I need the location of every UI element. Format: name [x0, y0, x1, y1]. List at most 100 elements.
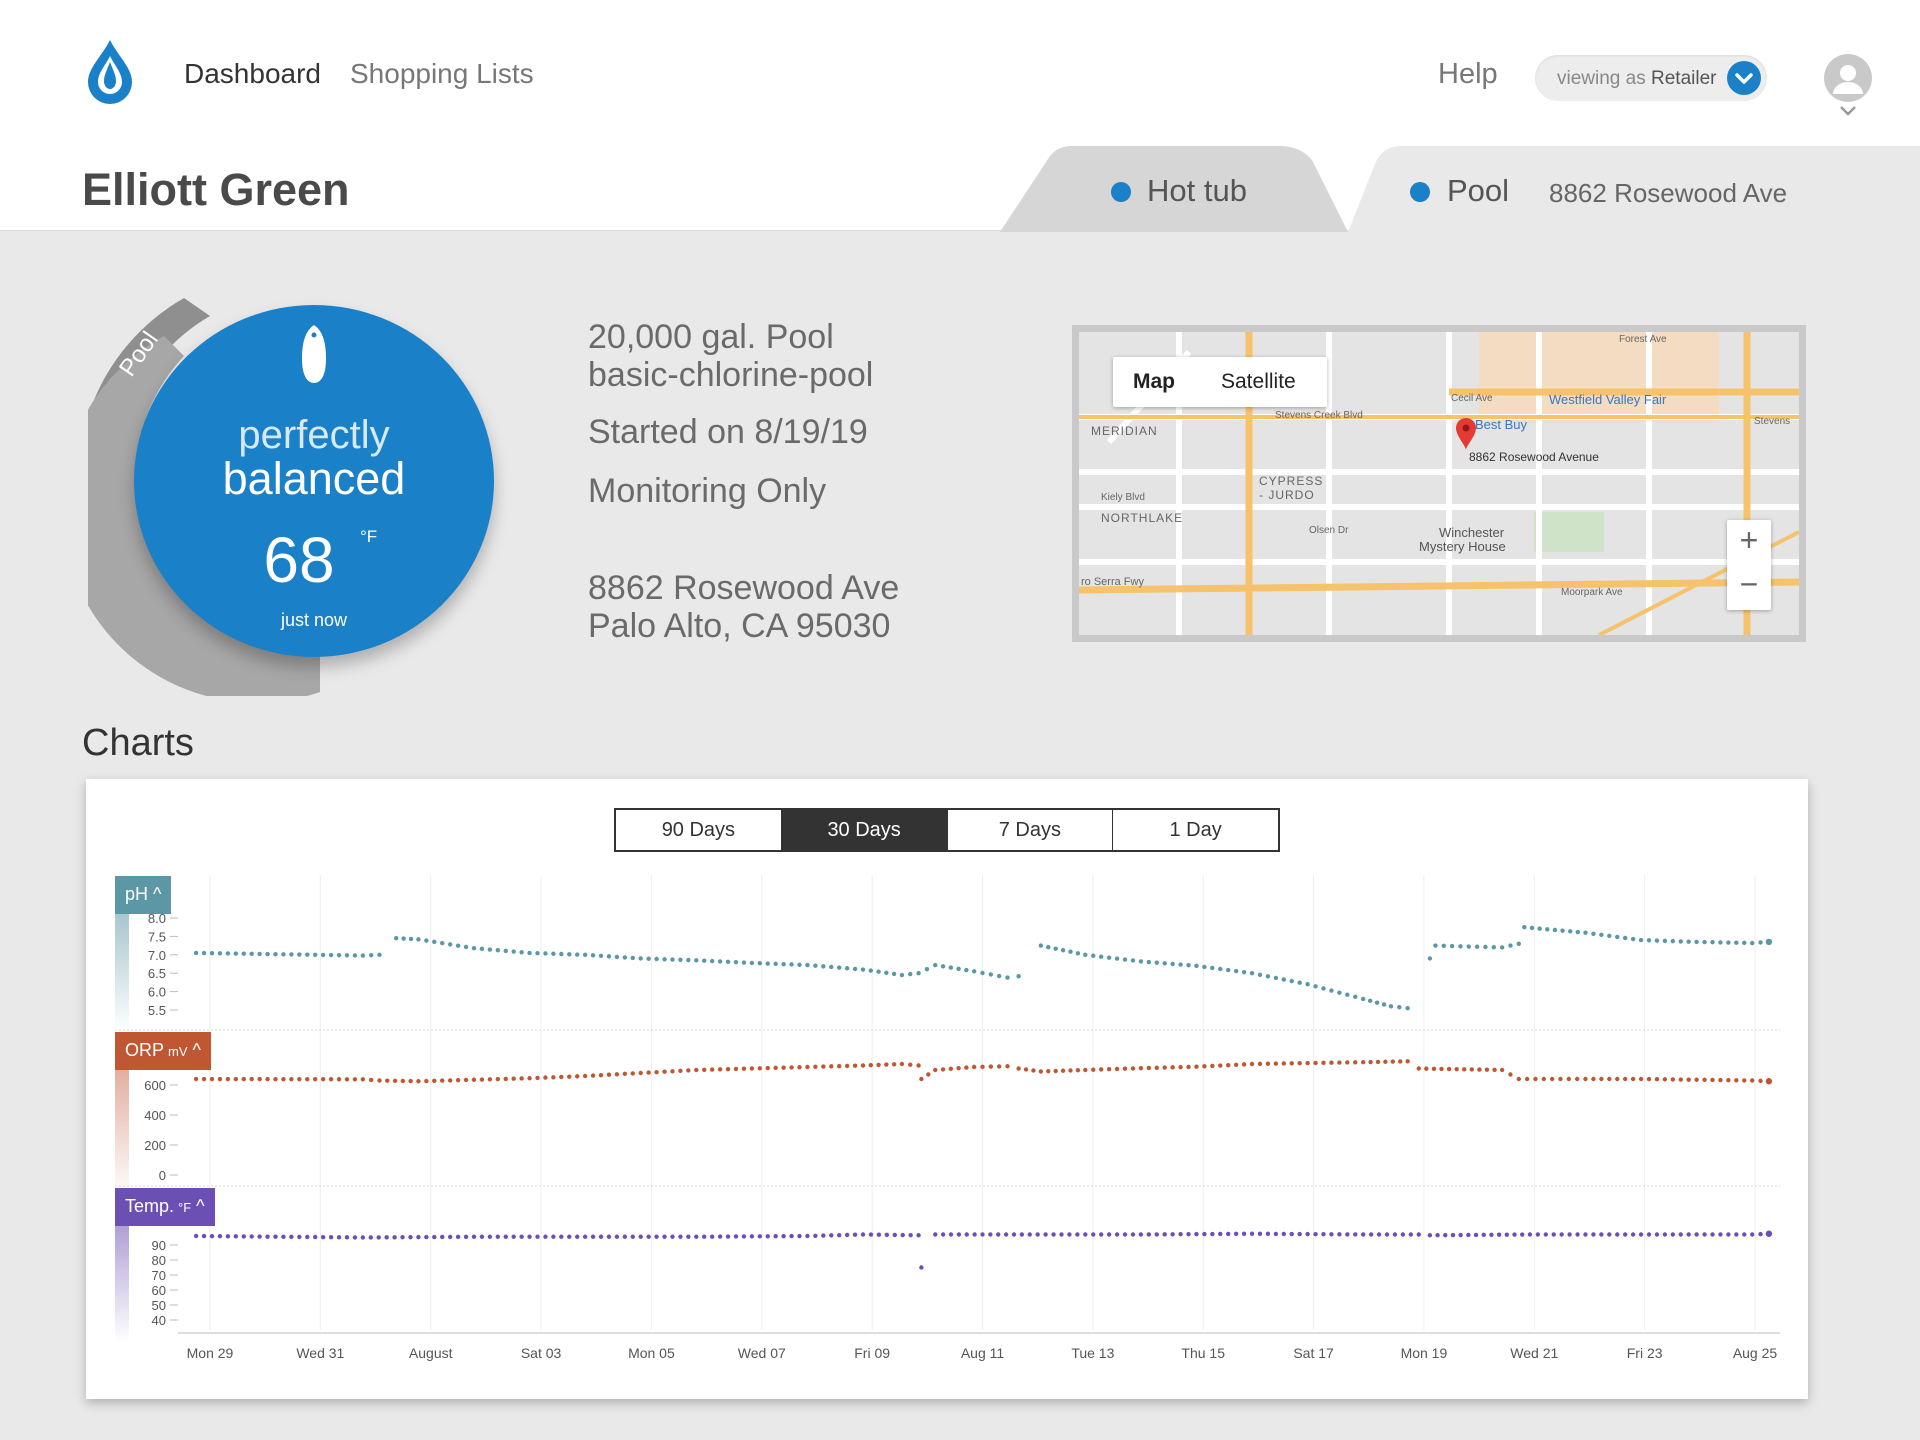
viewing-as-label: viewing as Retailer [1557, 68, 1716, 90]
data-point [606, 954, 612, 959]
data-point [773, 961, 778, 967]
range-1-day[interactable]: 1 Day [1169, 819, 1222, 841]
data-point [1005, 1064, 1010, 1069]
data-point [1508, 1072, 1513, 1077]
data-point [503, 1076, 508, 1082]
data-point [1750, 1078, 1755, 1083]
account-chevron-down-icon[interactable] [1838, 104, 1858, 118]
data-point [836, 965, 842, 970]
orp-panel-toggle[interactable]: ORP mV ^ [115, 1032, 211, 1070]
data-point [1091, 1067, 1096, 1072]
map-pin-icon[interactable] [1456, 418, 1476, 450]
data-point [797, 1233, 802, 1239]
data-point [1106, 1067, 1112, 1072]
temp-unit: °F [178, 1200, 192, 1215]
tab-hot-tub[interactable]: Hot tub [1147, 173, 1247, 208]
zoom-out-button[interactable]: − [1739, 566, 1759, 602]
data-point [432, 1078, 437, 1084]
data-point [1038, 943, 1044, 948]
data-point [1758, 1231, 1763, 1237]
data-point [1130, 958, 1136, 963]
range-30-days[interactable]: 30 Days [781, 810, 948, 850]
data-point [1718, 940, 1723, 945]
data-point [988, 1064, 994, 1069]
data-point [1046, 1069, 1051, 1074]
data-point [1638, 1076, 1644, 1082]
data-point [1368, 1232, 1374, 1237]
data-point [916, 1063, 921, 1068]
zoom-in-button[interactable]: + [1739, 522, 1759, 558]
data-point [1427, 956, 1433, 961]
data-point [401, 936, 406, 941]
data-point [1043, 1232, 1048, 1237]
data-point [385, 1078, 390, 1083]
data-point [1443, 1232, 1448, 1238]
data-point [1615, 934, 1620, 940]
data-point [1226, 1062, 1231, 1068]
ph-panel-toggle[interactable]: pH ^ [115, 876, 172, 914]
data-point [1060, 1068, 1066, 1073]
data-point [575, 952, 580, 957]
data-point [749, 1234, 755, 1239]
data-point [384, 1235, 389, 1240]
nav-shopping-lists[interactable]: Shopping Lists [350, 58, 534, 89]
data-point [1678, 1077, 1683, 1082]
nav-dashboard[interactable]: Dashboard [184, 58, 321, 89]
data-point [543, 1234, 548, 1239]
data-point [1551, 1232, 1556, 1237]
data-point [1162, 961, 1167, 966]
data-point [860, 967, 866, 972]
data-point [980, 1232, 985, 1237]
help-link[interactable]: Help [1438, 58, 1498, 90]
data-point [424, 1234, 429, 1240]
status-gauge: perfectly balanced 68 °F just now [134, 305, 494, 657]
data-point [1504, 1232, 1510, 1237]
data-point [582, 952, 588, 957]
tab-pool-address[interactable]: 8862 Rosewood Ave [1549, 178, 1788, 208]
data-point [1439, 1066, 1444, 1072]
data-point [1016, 1066, 1021, 1071]
location-map[interactable]: 8862 Rosewood Avenue MERIDIAN CYPRESS - … [1072, 325, 1806, 642]
data-point [257, 1076, 262, 1082]
tab-pool[interactable]: Pool [1447, 173, 1510, 208]
viewing-as-prefix: viewing as [1557, 68, 1646, 89]
data-point [1694, 939, 1699, 945]
user-avatar-icon[interactable] [1824, 54, 1872, 102]
range-7-days[interactable]: 7 Days [948, 810, 1114, 850]
data-point [741, 960, 747, 965]
map-label: Moorpark Ave [1561, 587, 1623, 598]
x-tick-label: Wed 31 [296, 1345, 344, 1361]
data-point [940, 964, 946, 969]
data-point [424, 938, 429, 943]
data-point [821, 1064, 826, 1069]
data-point [1431, 1066, 1437, 1071]
data-point [1098, 1067, 1104, 1072]
tab-shapes [1000, 146, 1920, 232]
data-point [249, 951, 254, 957]
data-point [559, 1074, 564, 1080]
y-tick-label: 50 [152, 1298, 166, 1313]
data-point [1527, 1232, 1533, 1237]
map-tab[interactable]: Map [1133, 370, 1175, 393]
data-point [432, 939, 437, 945]
top-header: Dashboard Shopping Lists Help viewing as… [0, 0, 1920, 232]
data-point [1552, 927, 1558, 933]
data-point [392, 1078, 398, 1084]
data-point [1154, 1232, 1159, 1237]
data-point [1313, 1231, 1318, 1237]
data-point [891, 1062, 897, 1067]
data-point [313, 1234, 318, 1240]
data-point [241, 951, 246, 956]
viewing-as-dropdown[interactable]: viewing as Retailer [1535, 55, 1767, 101]
map-label: CYPRESS [1259, 474, 1324, 488]
range-90-days[interactable]: 90 Days [616, 810, 782, 850]
temp-panel-toggle[interactable]: Temp. °F ^ [115, 1188, 215, 1226]
water-drop-logo-icon[interactable] [82, 38, 138, 104]
data-point [217, 1076, 223, 1082]
data-point [519, 1076, 524, 1081]
data-point [1575, 1232, 1580, 1237]
data-point [678, 1068, 683, 1074]
satellite-tab[interactable]: Satellite [1221, 370, 1296, 393]
data-point [1289, 978, 1294, 984]
data-point [1233, 1062, 1239, 1067]
